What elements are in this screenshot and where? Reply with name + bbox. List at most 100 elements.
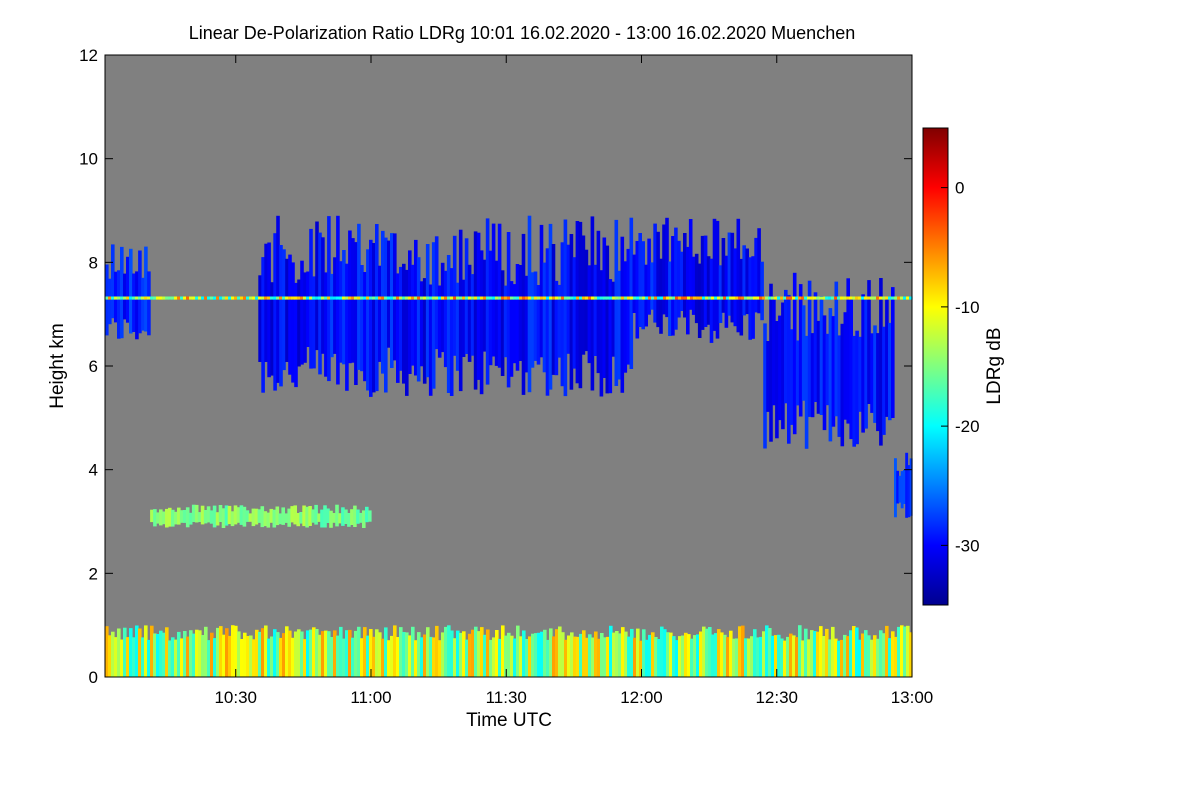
heatmap-cell [249,296,253,300]
heatmap-cell [810,296,814,300]
heatmap-cell [378,265,382,362]
heatmap-cell [723,296,727,300]
heatmap-cell [216,296,220,300]
heatmap-cell [825,333,830,406]
heatmap-cell [822,636,826,677]
heatmap-cell [596,230,601,374]
heatmap-cell [287,508,291,527]
heatmap-cell [795,637,799,677]
heatmap-cell [623,261,628,373]
heatmap-cell [324,296,328,300]
colorbar [922,127,949,606]
heatmap-cell [825,628,829,677]
heatmap-cell [522,630,526,677]
heatmap-feature [150,504,372,528]
heatmap-cell [162,632,166,677]
heatmap-cell [561,296,565,300]
heatmap-cell [285,258,289,362]
heatmap-cell [186,296,190,300]
heatmap-cell [778,315,782,421]
heatmap-cell [597,296,601,300]
heatmap-cell [363,296,367,300]
heatmap-cell [777,296,781,300]
heatmap-cell [450,296,454,300]
heatmap-cell [524,275,529,373]
heatmap-cell [360,638,364,677]
heatmap-cell [700,235,705,330]
heatmap-cell [213,638,217,677]
heatmap-cell [411,264,415,366]
heatmap-cell [339,626,343,677]
y-tick-label: 2 [89,564,98,583]
heatmap-cell [351,238,355,363]
heatmap-cell [709,258,714,343]
heatmap-cell [342,250,346,365]
heatmap-cell [587,265,592,364]
heatmap-cell [432,296,436,300]
heatmap-cell [105,264,109,336]
x-axis-label: Time UTC [466,710,552,731]
heatmap-cell [180,638,184,677]
heatmap-cell [512,284,517,364]
heatmap-cell [537,296,541,300]
heatmap-cell [159,509,163,526]
heatmap-cell [282,296,286,300]
heatmap-cell [471,296,475,300]
heatmap-cell [135,296,139,300]
heatmap-cell [210,632,214,677]
heatmap-cell [216,627,220,677]
heatmap-cell [694,253,699,324]
heatmap-cell [533,271,538,361]
heatmap-cell [302,505,306,527]
heatmap-cell [822,315,827,431]
heatmap-cell [528,296,532,300]
heatmap-cell [234,296,238,300]
heatmap-cell [132,273,136,332]
heatmap-cell [495,296,499,300]
heatmap-cell [384,237,388,393]
heatmap-cell [900,471,904,509]
heatmap-cell [569,234,574,390]
heatmap-cell [665,217,669,318]
heatmap-cell [506,232,511,388]
heatmap-cell [900,296,904,300]
heatmap-cell [711,296,715,300]
heatmap-cell [212,505,217,528]
heatmap-cell [688,219,693,310]
heatmap-cell [675,296,679,300]
heatmap-cell [105,626,109,677]
heatmap-cell [129,248,133,334]
heatmap-cell [554,280,559,376]
y-tick-label: 4 [89,461,98,480]
heatmap-cell [846,636,850,677]
heatmap-cell [243,296,247,300]
heatmap-cell [757,228,761,314]
heatmap-cell [729,296,733,300]
heatmap-cell [342,638,346,677]
heatmap-cell [480,296,484,300]
heatmap-cell [462,631,466,677]
heatmap-cell [831,316,836,427]
heatmap-cell [867,635,871,677]
heatmap-cell [828,639,832,677]
heatmap-cell [114,637,118,677]
heatmap-cell [738,626,742,677]
heatmap-cell [843,634,847,677]
heatmap-cell [515,264,520,371]
heatmap-cell [354,630,358,677]
heatmap-cell [372,296,376,300]
heatmap-cell [852,626,856,677]
heatmap-cell [321,237,325,354]
heatmap-cell [721,238,726,313]
heatmap-cell [153,509,157,527]
heatmap-cell [306,630,310,677]
heatmap-cell [303,639,307,677]
heatmap-cell [264,296,268,300]
heatmap-cell [299,512,303,524]
heatmap-cell [428,284,433,396]
heatmap-cell [585,637,589,677]
heatmap-cell [735,638,739,677]
heatmap-cell [696,634,700,677]
heatmap-cell [585,296,589,300]
heatmap-cell [897,296,901,300]
